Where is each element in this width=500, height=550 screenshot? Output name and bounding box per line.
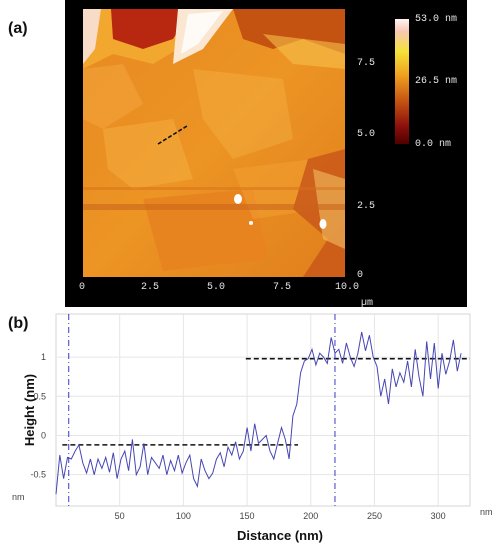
panel-label-a: (a) [8, 20, 28, 37]
afm-image-panel: 0 2.5 5.0 7.5 10.0 µm 0 2.5 5.0 7.5 53.0… [65, 0, 467, 309]
y-tick-label: -0.5 [30, 470, 46, 480]
y-tick-label: 0.5 [33, 391, 46, 401]
y-tick-label: 0 [41, 430, 46, 440]
afm-unit-label: µm [361, 298, 374, 309]
afm-x-tick: 10.0 [335, 282, 360, 293]
colorbar-max-label: 53.0 nm [415, 14, 458, 25]
tick-labels: 50 100 150 200 250 300 1 0.5 0 -0.5 [30, 352, 445, 521]
chart-grid [55, 313, 471, 507]
x-unit-label: nm [480, 507, 493, 517]
afm-y-tick: 7.5 [357, 58, 376, 69]
y-axis-title: Height (nm) [22, 374, 37, 446]
colorbar-min-label: 0.0 nm [415, 139, 452, 150]
height-profile-line [55, 331, 462, 495]
afm-height-map [83, 9, 345, 277]
x-tick-label: 100 [176, 511, 191, 521]
x-tick-label: 250 [367, 511, 382, 521]
panel-label-b: (b) [8, 315, 29, 332]
afm-x-tick: 0 [79, 282, 86, 293]
afm-y-tick: 5.0 [357, 129, 376, 140]
marker-lines [68, 314, 336, 506]
plot-area [55, 313, 471, 507]
afm-height-map-svg [83, 9, 345, 277]
x-tick-label: 300 [431, 511, 446, 521]
afm-x-tick: 5.0 [207, 282, 226, 293]
x-tick-label: 50 [115, 511, 125, 521]
series-layer [55, 331, 462, 495]
y-unit-label: nm [12, 492, 25, 502]
afm-y-tick: 2.5 [357, 201, 376, 212]
x-axis-title: Distance (nm) [237, 528, 323, 543]
height-colorbar [395, 19, 409, 144]
afm-x-tick: 7.5 [273, 282, 292, 293]
x-tick-label: 200 [303, 511, 318, 521]
afm-x-tick: 2.5 [141, 282, 160, 293]
x-tick-label: 150 [240, 511, 255, 521]
y-tick-label: 1 [41, 352, 46, 362]
height-profile-chart: 50 100 150 200 250 300 1 0.5 0 -0.5 nm nm Distanc… [12, 313, 493, 543]
colorbar-mid-label: 26.5 nm [415, 76, 458, 87]
afm-y-tick: 0 [357, 270, 364, 281]
